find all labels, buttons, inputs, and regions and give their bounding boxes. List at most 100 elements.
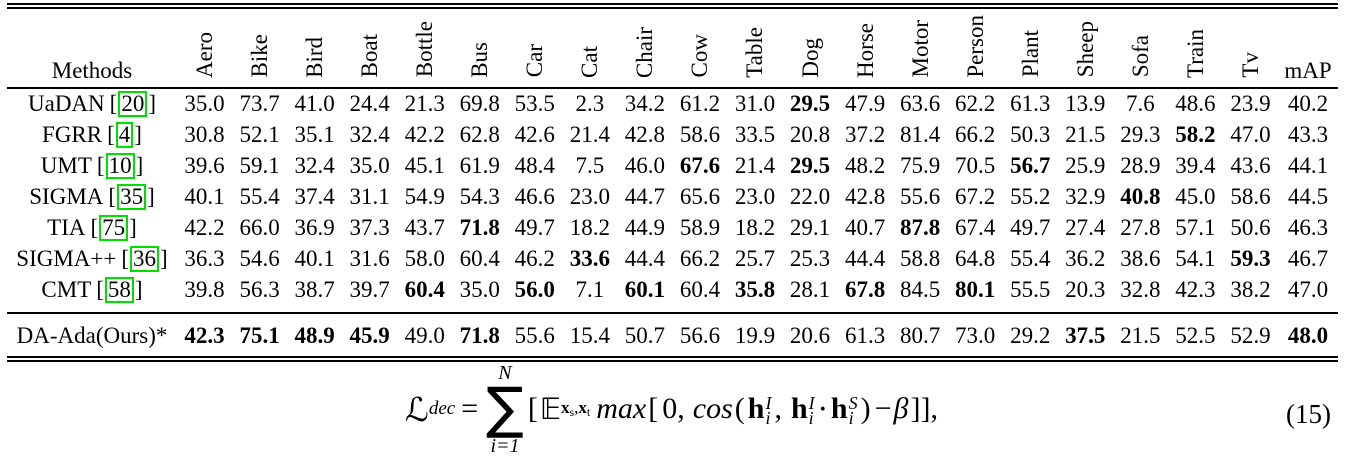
col-header-label: Plant	[1017, 30, 1043, 78]
value-cell: 58.6	[679, 122, 721, 148]
h-glyph: h	[790, 392, 808, 426]
value-cell: 71.8	[459, 215, 500, 241]
value-cell: 66.2	[679, 246, 721, 272]
value-cell: 62.2	[955, 91, 996, 117]
value-cell: 31.6	[349, 246, 390, 272]
value-cell: 60.4	[459, 246, 500, 272]
table-body: UaDAN[20] 35.0 73.7 41.0 24.4 21.3 69.8 53.5 2.3…	[7, 88, 1338, 360]
value-cell: 23.9	[1230, 91, 1271, 117]
summation-symbol: N ∑ i=1	[486, 362, 524, 456]
value-cell: 37.2	[844, 122, 886, 148]
map-cell: 44.5	[1287, 184, 1329, 210]
table-row: DA-Ada(Ours)* 42.3 75.1 48.9 45.9 49.0 71.8 55.…	[7, 312, 1338, 360]
table-row: CMT[58] 39.8 56.3 38.7 39.7 60.4 35.0 56.0 7.1 60…	[7, 275, 1338, 314]
value-cell: 22.0	[789, 184, 831, 210]
col-header-label: Bottle	[412, 21, 438, 78]
value-cell: 32.8	[1120, 277, 1161, 303]
value-cell: 20.3	[1065, 277, 1106, 303]
value-cell: 42.8	[624, 122, 666, 148]
minus-sign: −	[874, 392, 892, 426]
map-cell: 44.1	[1287, 153, 1329, 179]
col-header-label: Aero	[192, 31, 218, 78]
col-header-sheep: Sheep	[1057, 6, 1113, 89]
col-header-car: Car	[507, 6, 563, 89]
value-cell: 52.9	[1222, 312, 1278, 360]
h-glyph: h	[830, 392, 848, 426]
value-cell: 23.0	[569, 184, 610, 210]
citation-ref[interactable]: 20	[118, 91, 148, 117]
value-cell: 29.5	[789, 153, 831, 179]
open-paren: (	[734, 392, 745, 426]
col-header-label: Car	[522, 44, 548, 78]
col-header-label: Cat	[577, 45, 603, 78]
value-cell: 55.6	[507, 312, 563, 360]
value-cell: 38.7	[294, 277, 335, 303]
col-header-label: Table	[742, 26, 768, 78]
value-cell: 15.4	[562, 312, 618, 360]
value-cell: 46.2	[514, 246, 555, 272]
value-cell: 48.2	[844, 153, 886, 179]
value-cell: 52.1	[239, 122, 280, 148]
value-cell: 38.2	[1230, 277, 1271, 303]
value-cell: 28.1	[789, 277, 831, 303]
map-cell: 40.2	[1287, 91, 1329, 117]
sup-I: I	[765, 393, 772, 414]
value-cell: 42.2	[184, 215, 225, 241]
value-cell: 56.7	[1010, 153, 1051, 179]
citation-open-bracket: [	[109, 91, 118, 117]
citation-ref[interactable]: 10	[105, 153, 135, 179]
col-header-label: Bus	[467, 41, 493, 78]
citation-close-bracket: ]	[147, 184, 155, 210]
max-operator: max	[596, 392, 647, 426]
value-cell: 25.3	[789, 246, 831, 272]
value-cell: 66.2	[955, 122, 996, 148]
value-cell: 34.2	[624, 91, 666, 117]
value-cell: 30.8	[184, 122, 225, 148]
value-cell: 50.3	[1010, 122, 1051, 148]
value-cell: 53.5	[514, 91, 555, 117]
col-header-label: Boat	[357, 34, 383, 78]
value-cell: 60.4	[404, 277, 445, 303]
x-target: x	[578, 398, 587, 418]
method-name: UMT	[40, 153, 92, 179]
value-cell: 32.9	[1065, 184, 1106, 210]
citation-ref[interactable]: 75	[99, 215, 129, 241]
value-cell: 55.4	[1010, 246, 1051, 272]
sub-i: i	[765, 408, 771, 429]
value-cell: 45.0	[1175, 184, 1216, 210]
sub-i: i	[848, 408, 854, 429]
value-cell: 49.7	[514, 215, 555, 241]
citation-ref[interactable]: 58	[104, 277, 134, 303]
value-cell: 40.1	[184, 184, 225, 210]
value-cell: 36.3	[184, 246, 225, 272]
value-cell: 59.1	[239, 153, 280, 179]
col-header-label: Horse	[852, 22, 878, 78]
value-cell: 45.9	[342, 312, 398, 360]
value-cell: 67.2	[955, 184, 996, 210]
value-cell: 62.8	[459, 122, 500, 148]
value-cell: 75.1	[232, 312, 288, 360]
value-cell: 25.9	[1065, 153, 1106, 179]
citation-ref[interactable]: 35	[117, 184, 147, 210]
method-cell: SIGMA[35]	[7, 182, 177, 213]
value-cell: 35.0	[184, 91, 225, 117]
value-cell: 60.1	[624, 277, 666, 303]
citation-ref[interactable]: 36	[130, 246, 160, 272]
citation-ref[interactable]: 4	[115, 122, 134, 148]
method-cell: CMT[58]	[7, 275, 177, 314]
value-cell: 87.8	[900, 215, 941, 241]
value-cell: 48.9	[287, 312, 343, 360]
sub-comma: ,	[574, 398, 579, 418]
sup-I: I	[808, 393, 815, 414]
col-header-label: Train	[1182, 28, 1208, 78]
value-cell: 40.1	[294, 246, 335, 272]
value-cell: 71.8	[452, 312, 508, 360]
col-header-bus: Bus	[452, 6, 508, 89]
value-cell: 55.6	[900, 184, 941, 210]
methods-header: Methods	[7, 6, 177, 89]
table-row: TIA[75] 42.2 66.0 36.9 37.3 43.7 71.8 49.7 18.2 4…	[7, 213, 1338, 244]
